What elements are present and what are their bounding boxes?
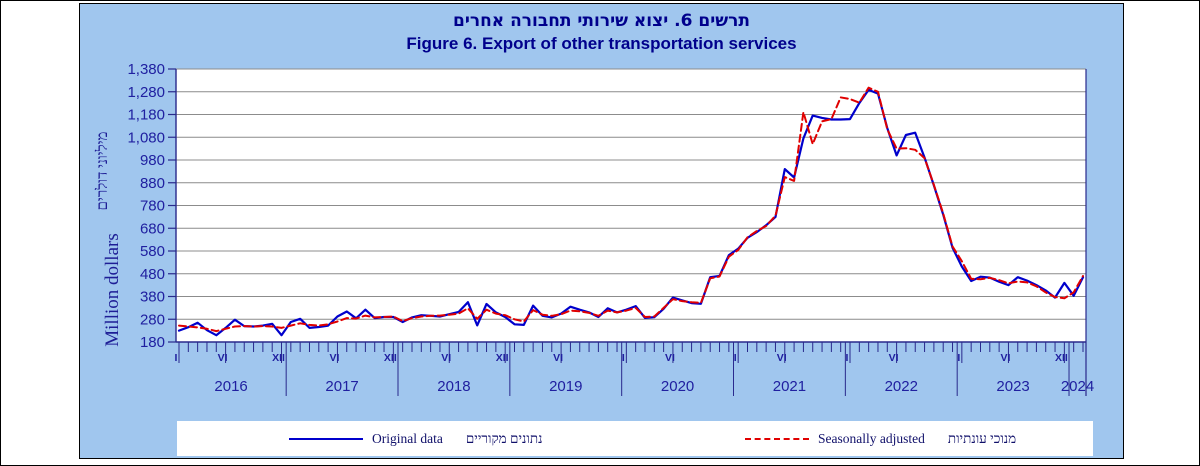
legend-original-label-he: נתונים מקוריים — [465, 430, 543, 446]
y-tick-label: 1,280 — [127, 84, 165, 101]
x-month-label: VI — [329, 352, 339, 364]
legend-adjusted-label-he: מנוכי עונתיות — [947, 430, 1017, 446]
year-label: 2022 — [885, 378, 918, 395]
chart-title-hebrew: תרשים 6. יצוא שירותי תחבורה אחרים — [453, 11, 750, 31]
year-label: 2023 — [996, 378, 1029, 395]
x-month-label: VI — [441, 352, 451, 364]
x-month-label: VI — [777, 352, 787, 364]
legend-item-seasonally-adjusted: Seasonally adjusted מנוכי עונתיות — [745, 421, 1016, 456]
x-month-label: I — [622, 352, 625, 364]
y-tick-label: 580 — [140, 243, 165, 260]
series-original-data — [177, 88, 1085, 337]
x-month-label: I — [846, 352, 849, 364]
x-month-label: I — [734, 352, 737, 364]
x-month-label: XII — [384, 352, 397, 364]
series-seasonally-adjusted — [178, 86, 1084, 333]
year-label: 2019 — [549, 378, 582, 395]
legend-adjusted-label-en: Seasonally adjusted — [818, 430, 925, 446]
y-tick-label: 880 — [140, 175, 165, 192]
year-label: 2016 — [214, 378, 247, 395]
year-label: 2024 — [1061, 378, 1094, 395]
year-label: 2021 — [773, 378, 806, 395]
year-label: 2020 — [661, 378, 694, 395]
x-month-label: VI — [553, 352, 563, 364]
original-line-sample-icon — [289, 437, 363, 440]
y-tick-label: 1,380 — [127, 61, 165, 78]
y-tick-label: 1,080 — [127, 129, 165, 146]
chart-title-english: Figure 6. Export of other transportation… — [406, 34, 797, 53]
legend-item-original: Original data נתונים מקוריים — [289, 421, 542, 456]
x-month-label: I — [957, 352, 960, 364]
x-month-label: I — [175, 352, 178, 364]
x-month-label: VI — [218, 352, 228, 364]
legend-original-label-en: Original data — [372, 430, 443, 446]
seasonally-adjusted-line-sample-icon — [745, 437, 809, 440]
x-month-label: XII — [496, 352, 509, 364]
y-tick-label: 380 — [140, 289, 165, 306]
year-label: 2018 — [437, 378, 470, 395]
y-tick-label: 680 — [140, 220, 165, 237]
year-label: 2017 — [325, 378, 358, 395]
y-tick-label: 1,180 — [127, 107, 165, 124]
x-month-label: XII — [1055, 352, 1068, 364]
x-month-label: VI — [1000, 352, 1010, 364]
y-tick-label: 480 — [140, 266, 165, 283]
legend: Original data נתונים מקוריים Seasonally … — [177, 421, 1093, 456]
y-tick-label: 780 — [140, 198, 165, 215]
y-tick-label: 280 — [140, 311, 165, 328]
y-tick-label: 980 — [140, 152, 165, 169]
x-month-label: VI — [889, 352, 899, 364]
x-month-label: VI — [665, 352, 675, 364]
x-month-label: XII — [272, 352, 285, 364]
y-tick-label: 180 — [140, 334, 165, 351]
